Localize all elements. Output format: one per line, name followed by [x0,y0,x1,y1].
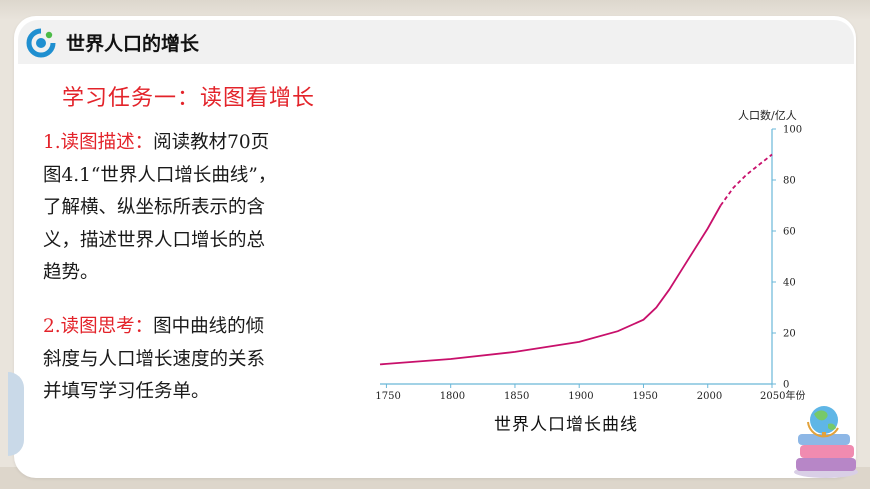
y-tick-label: 40 [783,278,796,289]
header-bar [18,20,854,64]
item2-line: 并填写学习任务单。 [43,381,210,402]
chart-title: 世界人口增长曲线 [494,415,638,435]
y-tick-label: 0 [783,380,789,391]
x-tick-label: 1800 [440,391,465,402]
slide-canvas [14,16,856,478]
item2-line: 斜度与人口增长速度的关系 [43,348,266,370]
item1-label: 1.读图描述： [43,132,154,153]
decorative-globe-edge [8,372,24,456]
y-axis-label: 人口数/亿人 [738,109,797,122]
x-axis-ticks: 1750 1800 1850 1900 1950 2000 2050年份 [375,384,805,402]
item1-line: 义，描述世界人口增长的总 [43,229,266,251]
item1-text: 阅读教材70页 [153,132,270,153]
x-tick-label: 2050年份 [760,389,805,402]
logo-icon [26,28,56,58]
item1-line: 了解横、纵坐标所表示的含 [43,197,266,218]
background-top-strip [0,0,870,20]
population-curve [379,205,722,366]
item1-line: 图4.1“世界人口增长曲线”， [43,164,277,186]
y-tick-label: 20 [783,329,796,340]
books-globe-decoration [794,406,858,478]
series-group [379,153,773,366]
x-tick-label: 2000 [697,391,722,402]
y-axis-ticks: 0 20 40 60 80 100 [772,125,802,391]
item1-line: 1.读图描述：阅读教材70页 [43,127,373,160]
x-tick-label: 1850 [504,391,529,402]
y-tick-label: 60 [783,227,796,238]
population-chart: 0 20 40 60 80 100 1750 1800 1850 1900 1950 2000 205… [375,109,805,435]
header-title: 世界人口的增长 [66,33,200,55]
item2-block: 2.读图思考：图中曲线的倾 斜度与人口增长速度的关系 并填写学习任务单。 [43,311,373,409]
item2-label: 2.读图思考： [43,316,154,337]
task-heading: 学习任务一：读图看增长 [62,86,316,111]
x-tick-label: 1950 [632,391,657,402]
y-tick-label: 80 [783,176,796,187]
item2-text: 图中曲线的倾 [153,316,265,337]
y-tick-label: 100 [783,125,802,136]
item1-line: 趋势。 [43,262,99,283]
item2-line: 2.读图思考：图中曲线的倾 [43,311,373,344]
item1-block: 1.读图描述：阅读教材70页 图4.1“世界人口增长曲线”， 了解横、纵坐标所表… [43,127,373,290]
x-tick-label: 1900 [568,391,593,402]
population-curve-projected [719,153,773,207]
x-tick-label: 1750 [375,391,400,402]
